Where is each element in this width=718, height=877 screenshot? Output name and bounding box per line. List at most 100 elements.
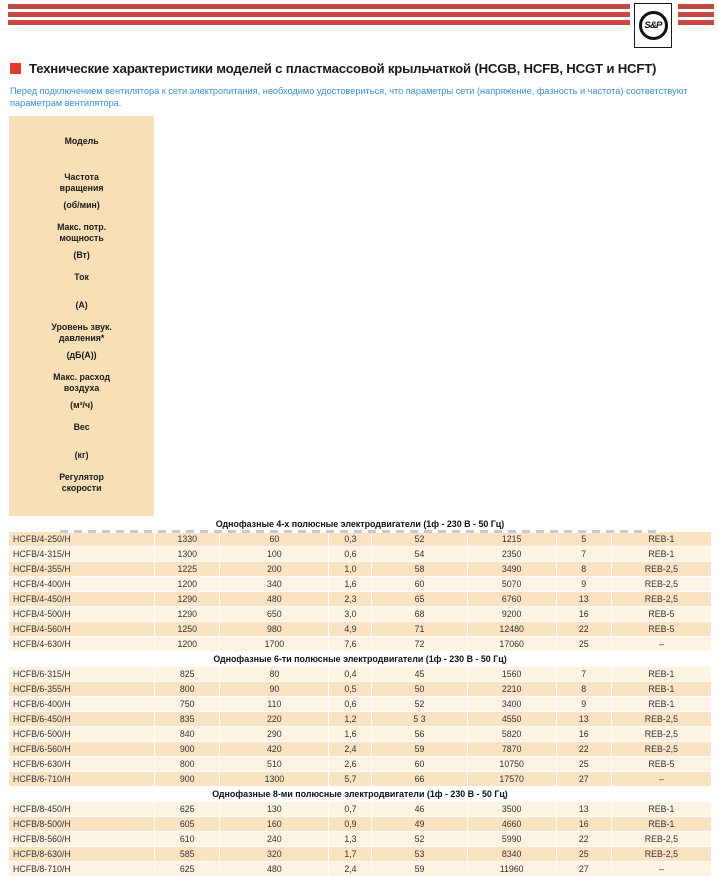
cell-weight: 27: [556, 862, 611, 876]
cell-model: HCFB/6-315/H: [9, 667, 155, 681]
table-row: HCFB/4-315/H 1300 100 0,6 54 2350 7 REB-1: [9, 547, 711, 561]
cell-weight: 27: [556, 772, 611, 786]
section-heading-2: Однофазные 8-ми полюсные электродвигател…: [9, 787, 711, 801]
cell-regulator: REB-5: [611, 757, 711, 771]
cell-model: HCFB/6-450/H: [9, 712, 155, 726]
cell-current: 7,6: [329, 637, 372, 651]
cell-current: 1,6: [329, 727, 372, 741]
cell-noise: 52: [372, 697, 467, 711]
table-row: HCFB/6-450/H 835 220 1,2 5 3 4550 13 REB-2,5: [9, 712, 711, 726]
cell-regulator: REB-1: [611, 532, 711, 546]
cell-regulator: REB-2,5: [611, 592, 711, 606]
cell-noise: 56: [372, 727, 467, 741]
cell-current: 2,4: [329, 742, 372, 756]
cell-noise: 58: [372, 562, 467, 576]
cell-rpm: 585: [155, 847, 220, 861]
cell-rpm: 750: [155, 697, 220, 711]
cell-model: HCFB/8-500/H: [9, 817, 155, 831]
section-heading-row: Однофазные 4-х полюсные электродвигатели…: [9, 517, 711, 531]
cell-rpm: 900: [155, 772, 220, 786]
cell-model: HCFB/4-630/H: [9, 637, 155, 651]
cell-regulator: REB-1: [611, 667, 711, 681]
cell-noise: 60: [372, 577, 467, 591]
cell-model: HCFB/8-450/H: [9, 802, 155, 816]
cell-model: HCFB/4-355/H: [9, 562, 155, 576]
cell-noise: 68: [372, 607, 467, 621]
cell-model: HCFB/4-250/H: [9, 532, 155, 546]
cell-weight: 5: [556, 532, 611, 546]
cell-current: 1,0: [329, 562, 372, 576]
cell-weight: 9: [556, 697, 611, 711]
cell-current: 1,2: [329, 712, 372, 726]
cell-noise: 65: [372, 592, 467, 606]
column-header-current: Ток (А): [9, 266, 155, 316]
cell-model: HCFB/6-560/H: [9, 742, 155, 756]
cell-airflow: 2350: [467, 547, 556, 561]
cell-rpm: 625: [155, 802, 220, 816]
table-row: HCFB/4-355/H 1225 200 1,0 58 3490 8 REB-2,5: [9, 562, 711, 576]
cell-noise: 53: [372, 847, 467, 861]
header-stripes-right: [678, 4, 714, 25]
cell-weight: 16: [556, 817, 611, 831]
cell-model: HCFB/8-560/H: [9, 832, 155, 846]
column-header-airflow: Макс. расход воздуха (м³/ч): [9, 366, 155, 416]
cell-weight: 8: [556, 682, 611, 696]
section-heading-row: Однофазные 8-ми полюсные электродвигател…: [9, 787, 711, 801]
cell-noise: 54: [372, 547, 467, 561]
cell-weight: 22: [556, 742, 611, 756]
cell-power: 290: [220, 727, 329, 741]
cell-weight: 13: [556, 802, 611, 816]
cell-rpm: 835: [155, 712, 220, 726]
cell-power: 1700: [220, 637, 329, 651]
table-row: HCFB/8-450/H 625 130 0,7 46 3500 13 REB-1: [9, 802, 711, 816]
cell-rpm: 840: [155, 727, 220, 741]
table-row: HCFB/4-630/H 1200 1700 7,6 72 17060 25–: [9, 637, 711, 651]
cell-current: 0,6: [329, 547, 372, 561]
cell-current: 1,6: [329, 577, 372, 591]
cell-regulator: REB-5: [611, 607, 711, 621]
sp-logo-text: S&P: [644, 20, 662, 31]
cell-model: HCFB/6-355/H: [9, 682, 155, 696]
table-row: HCFB/8-560/H 610 240 1,3 52 5990 22 REB-2,5: [9, 832, 711, 846]
cell-airflow: 10750: [467, 757, 556, 771]
cell-model: HCFB/4-400/H: [9, 577, 155, 591]
cell-current: 0,7: [329, 802, 372, 816]
cell-airflow: 17570: [467, 772, 556, 786]
cell-airflow: 4660: [467, 817, 556, 831]
cell-noise: 45: [372, 667, 467, 681]
cell-current: 1,7: [329, 847, 372, 861]
cell-airflow: 3400: [467, 697, 556, 711]
sp-logo: S&P: [634, 3, 672, 48]
table-row: HCFB/6-400/H 750 110 0,6 52 3400 9 REB-1: [9, 697, 711, 711]
cell-weight: 25: [556, 637, 611, 651]
table-header-row: Модель Частота вращения (об/мин) Макс. потр.…: [9, 116, 711, 516]
table-row: HCFB/4-400/H 1200 340 1,6 60 5070 9 REB-2,5: [9, 577, 711, 591]
cell-weight: 16: [556, 727, 611, 741]
cell-weight: 22: [556, 832, 611, 846]
cell-airflow: 9200: [467, 607, 556, 621]
cutoff-next-section-top: [60, 530, 660, 533]
header-stripes-left: [8, 4, 630, 25]
cell-airflow: 3490: [467, 562, 556, 576]
table-row: HCFB/4-500/H 1290 650 3,0 68 9200 16 REB-5: [9, 607, 711, 621]
red-square-bullet: [10, 63, 21, 74]
cell-power: 200: [220, 562, 329, 576]
cell-regulator: –: [611, 637, 711, 651]
cell-noise: 59: [372, 742, 467, 756]
cell-regulator: REB-1: [611, 802, 711, 816]
cell-regulator: REB-1: [611, 697, 711, 711]
column-header-power: Макс. потр. мощность (Вт): [9, 216, 155, 266]
cell-regulator: REB-1: [611, 817, 711, 831]
cell-regulator: –: [611, 862, 711, 876]
cell-airflow: 7870: [467, 742, 556, 756]
cell-airflow: 5990: [467, 832, 556, 846]
cell-airflow: 1560: [467, 667, 556, 681]
cell-airflow: 4550: [467, 712, 556, 726]
column-header-rpm: Частота вращения (об/мин): [9, 166, 155, 216]
table-row: HCFB/8-630/H 585 320 1,7 53 8340 25 REB-2,5: [9, 847, 711, 861]
cell-power: 60: [220, 532, 329, 546]
cell-weight: 7: [556, 547, 611, 561]
cell-power: 100: [220, 547, 329, 561]
cell-regulator: REB-5: [611, 622, 711, 636]
cell-current: 0,9: [329, 817, 372, 831]
